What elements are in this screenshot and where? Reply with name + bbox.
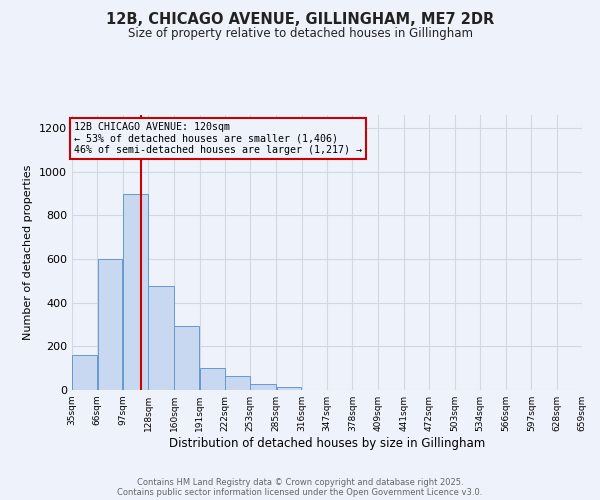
Text: Contains public sector information licensed under the Open Government Licence v3: Contains public sector information licen… — [118, 488, 482, 497]
X-axis label: Distribution of detached houses by size in Gillingham: Distribution of detached houses by size … — [169, 437, 485, 450]
Text: 12B, CHICAGO AVENUE, GILLINGHAM, ME7 2DR: 12B, CHICAGO AVENUE, GILLINGHAM, ME7 2DR — [106, 12, 494, 28]
Bar — [277, 388, 301, 390]
Bar — [148, 286, 174, 390]
Text: 12B CHICAGO AVENUE: 120sqm
← 53% of detached houses are smaller (1,406)
46% of s: 12B CHICAGO AVENUE: 120sqm ← 53% of deta… — [74, 122, 362, 154]
Bar — [72, 355, 97, 390]
Y-axis label: Number of detached properties: Number of detached properties — [23, 165, 34, 340]
Bar — [98, 259, 122, 390]
Text: Size of property relative to detached houses in Gillingham: Size of property relative to detached ho… — [128, 28, 473, 40]
Text: Contains HM Land Registry data © Crown copyright and database right 2025.: Contains HM Land Registry data © Crown c… — [137, 478, 463, 487]
Bar — [250, 384, 276, 390]
Bar — [123, 194, 148, 390]
Bar — [225, 376, 250, 390]
Bar — [175, 326, 199, 390]
Bar — [200, 368, 224, 390]
